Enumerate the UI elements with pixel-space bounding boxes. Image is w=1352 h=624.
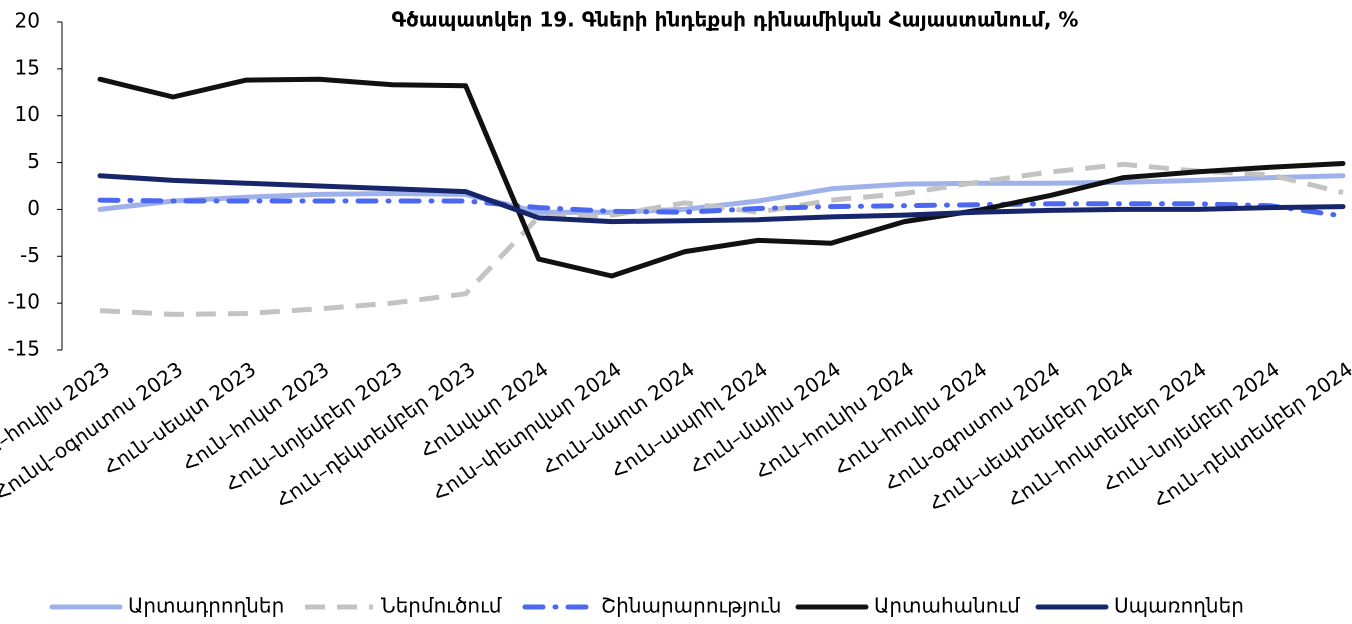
- series-line: [99, 161, 1344, 317]
- y-tick-label: -5: [20, 243, 40, 267]
- y-tick-label: 0: [27, 196, 40, 220]
- legend-item: Ներմուծում: [305, 594, 502, 618]
- legend-label: Սպառողներ: [1114, 594, 1244, 618]
- legend-label: Արտադրողներ: [128, 594, 284, 618]
- legend-item: Արտադրողներ: [49, 594, 284, 618]
- legend-item: Շինարարություն: [522, 594, 781, 618]
- series-line: [97, 76, 1346, 279]
- chart-title: Գծապատկեր 19. Գների ինդեքսի դինամիկան Հա…: [392, 8, 1079, 32]
- y-tick-label: -15: [7, 337, 40, 361]
- series-line: [97, 173, 1346, 225]
- series-line: [97, 197, 1346, 219]
- y-tick-label: 15: [15, 55, 40, 79]
- legend-label: Արտահանում: [874, 594, 1020, 618]
- y-tick-label: 5: [27, 149, 40, 173]
- legend-label: Ներմուծում: [381, 594, 502, 618]
- legend-item: Արտահանում: [795, 594, 1020, 618]
- legend-item: Սպառողներ: [1035, 594, 1244, 618]
- legend-label: Շինարարություն: [601, 594, 781, 618]
- y-tick-label: 10: [15, 102, 40, 126]
- y-tick-label: -10: [7, 290, 40, 314]
- y-tick-label: 20: [15, 9, 40, 33]
